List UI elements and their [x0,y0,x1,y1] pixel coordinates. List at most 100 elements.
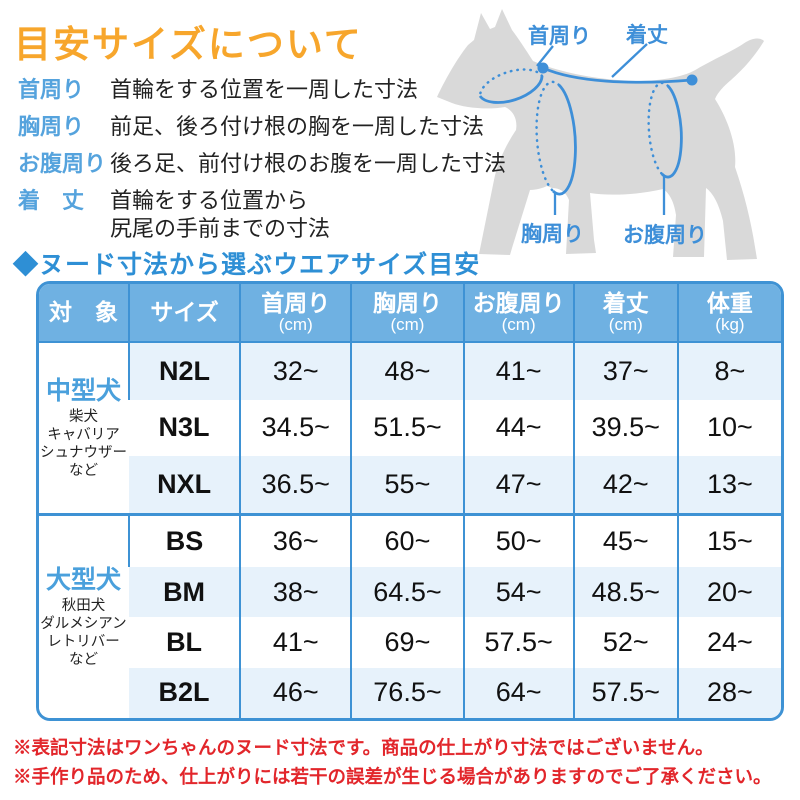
breed: シュナウザー [39,445,127,462]
value-cell: 37~ [572,342,678,400]
value-cell: 13~ [676,455,781,515]
definition-row-belly: お腹周り 後ろ足、前付け根のお腹を一周した寸法 [18,150,506,178]
value-cell: 64.5~ [350,567,464,618]
value-cell: 52~ [572,617,678,668]
definition-term: 胸周り [18,114,85,139]
value-cell: 41~ [462,342,574,400]
header-neck: 首周り (cm) [239,284,352,343]
value-cell: 8~ [676,342,781,400]
table-row: 中型犬 柴犬 キャバリア シュナウザー など N2L 32~ 48~ 41~ 3… [39,342,781,515]
value-cell: 69~ [350,617,464,668]
size-cell: B2L [128,667,241,718]
header-size: サイズ [127,284,241,343]
header-chest: 胸周り (cm) [350,284,464,343]
footnotes: ※表記寸法はワンちゃんのヌード寸法です。商品の仕上がり寸法ではございません。 ※… [13,733,772,791]
group-cell-medium: 中型犬 柴犬 キャバリア シュナウザー など [39,342,129,515]
value-cell: 10~ [676,399,781,456]
group-name: 中型犬 [45,377,121,406]
header-belly: お腹周り (cm) [462,284,574,343]
header-unit: (cm) [608,315,643,334]
value-cell: 41~ [239,617,352,668]
size-cell: NXL [128,455,241,515]
definition-desc: 首輪をする位置を一周した寸法 [110,77,419,102]
dog-measurement-diagram: 首周り 着丈 胸周り お腹周り [0,0,800,280]
header-label: 体重 [706,290,753,316]
table-row: 大型犬 秋田犬 ダルメシアン レトリバー など BS 36~ 60~ 50~ 4… [39,513,781,718]
size-cell: BS [127,513,241,568]
diagram-chest-label: 胸周り [521,223,584,246]
header-length: 着丈 (cm) [572,284,678,343]
size-cell: N2L [127,342,241,400]
header-unit: (kg) [715,315,745,334]
value-cell: 57.5~ [572,667,678,718]
value-cell: 46~ [239,667,352,718]
definition-term: 首周り [18,77,85,102]
value-cell: 24~ [676,617,781,668]
definition-desc-line2: 尻尾の手前までの寸法 [110,216,331,241]
chest-ellipse-dotted [535,80,561,193]
size-table: 対 象 サイズ 首周り (cm) 胸周り (cm) お腹周り (cm) 着丈 (cm) … [39,284,781,718]
value-cell: 60~ [350,513,464,568]
size-cell: BL [128,617,241,668]
definition-desc: 前足、後ろ付け根の胸を一周した寸法 [110,114,485,139]
table-row: BL 41~ 69~ 57.5~ 52~ 24~ [39,617,781,668]
back-length-line [542,66,693,84]
value-cell: 48.5~ [572,567,678,618]
note-line: ※手作り品のため、仕上がりには若干の誤差が生じる場合がありますのでご了承ください… [13,766,772,787]
measurement-definitions: 首周り 首輪をする位置を一周した寸法 胸周り 前足、後ろ付け根の胸を一周した寸法… [18,76,506,252]
value-cell: 47~ [462,455,574,515]
diagram-neck-label: 首周り [528,25,591,48]
table-row: N3L 34.5~ 51.5~ 44~ 39.5~ 10~ [39,399,781,456]
group-name: 大型犬 [45,566,121,595]
header-label: サイズ [150,299,219,325]
neck-ellipse-dotted [478,68,544,98]
value-cell: 57.5~ [462,617,574,668]
table-row: NXL 36.5~ 55~ 47~ 42~ 13~ [39,455,781,515]
value-cell: 55~ [350,455,464,515]
definition-term: お腹周り [18,151,107,176]
value-cell: 28~ [676,667,781,718]
definition-desc: 首輪をする位置から [110,188,309,213]
breed: 柴犬 [68,409,98,426]
size-cell: N3L [128,399,241,456]
section-heading: ◆ヌード寸法から選ぶウエアサイズ目安 [13,251,481,279]
definition-row-chest: 胸周り 前足、後ろ付け根の胸を一周した寸法 [18,113,506,141]
table-row: B2L 46~ 76.5~ 64~ 57.5~ 28~ [39,667,781,718]
value-cell: 50~ [462,513,574,568]
dog-silhouette-svg [437,9,764,260]
header-label: 胸周り [372,290,442,316]
value-cell: 36.5~ [239,455,352,515]
header-label: 首周り [261,290,331,316]
header-weight: 体重 (kg) [676,284,781,343]
value-cell: 48~ [350,342,464,400]
value-cell: 34.5~ [239,399,352,456]
definition-row-length: 着 丈 首輪をする位置から 尻尾の手前までの寸法 [18,187,506,243]
header-target: 対 象 [39,284,129,343]
group-cell-large: 大型犬 秋田犬 ダルメシアン レトリバー など [39,513,129,718]
value-cell: 45~ [572,513,678,568]
page-title: 目安サイズについて [14,24,363,65]
breed: など [68,652,98,669]
neck-pointer-line [536,45,554,67]
definition-desc: 後ろ足、前付け根のお腹を一周した寸法 [110,151,507,176]
length-pointer-line [611,43,648,78]
breed: 秋田犬 [61,598,106,615]
header-label: 着丈 [602,290,649,316]
table-row: BM 38~ 64.5~ 54~ 48.5~ 20~ [39,567,781,618]
header-unit: (cm) [278,315,313,334]
header-label: 対 象 [48,299,118,325]
diagram-belly-label: お腹周り [623,224,707,247]
dog-silhouette [437,9,764,260]
size-cell: BM [128,567,241,618]
breed: レトリバー [47,634,120,651]
value-cell: 42~ [572,455,678,515]
breed: キャバリア [47,427,120,444]
value-cell: 54~ [462,567,574,618]
value-cell: 64~ [462,667,574,718]
neck-ellipse-solid [478,75,544,104]
header-unit: (cm) [501,315,536,334]
breed: など [68,463,98,480]
value-cell: 76.5~ [350,667,464,718]
value-cell: 51.5~ [350,399,464,456]
length-start-dot [537,62,549,74]
